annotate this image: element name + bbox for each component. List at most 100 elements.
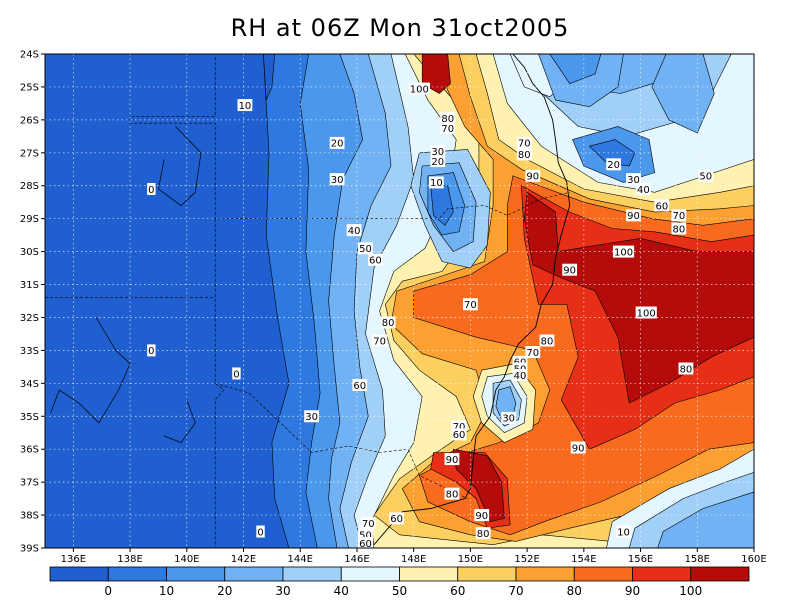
lat-tick-label: 34S <box>20 379 39 390</box>
rh-contour-band <box>430 185 454 226</box>
contour-label-bg <box>525 346 541 359</box>
contour-label: 60 <box>389 512 405 525</box>
contour-label-bg <box>329 173 345 186</box>
lon-tick-label: 154E <box>571 554 596 565</box>
contour-label-text: 30 <box>627 175 640 186</box>
contour-label-text: 40 <box>514 371 527 382</box>
colorbar-label: 40 <box>334 584 349 598</box>
contour-label: 90 <box>570 441 586 454</box>
contour-label: 90 <box>474 509 490 522</box>
lat-tick-label: 31S <box>20 280 39 291</box>
lat-tick-label: 25S <box>20 82 39 93</box>
colorbar-swatch <box>573 566 633 582</box>
contour-label-bg <box>444 487 460 500</box>
contour-label-bg <box>346 224 362 237</box>
colorbar-swatch <box>340 566 400 582</box>
contour-label-text: 70 <box>362 519 375 530</box>
contour-label-text: 70 <box>464 300 477 311</box>
state-border <box>129 57 216 219</box>
contour-label: 50 <box>358 242 373 255</box>
contour-label-text: 30 <box>305 412 318 423</box>
contour-label-bg <box>635 183 651 196</box>
lat-tick-label: 38S <box>20 511 39 522</box>
lon-tick-label: 152E <box>514 554 539 565</box>
contour-label: 30 <box>626 173 641 186</box>
contour-label-bg <box>352 378 368 391</box>
contour-label-bg <box>372 334 388 347</box>
rh-contour-band <box>523 191 754 404</box>
lon-tick-label: 138E <box>117 554 142 565</box>
contour-label-text: 90 <box>475 511 488 522</box>
lat-tick-label: 26S <box>20 115 39 126</box>
contour-label-bg <box>329 136 345 149</box>
contour-label-bg <box>408 82 430 95</box>
colorbar-label: 50 <box>392 584 407 598</box>
contour-label: 60 <box>451 428 467 441</box>
contour-label-text: 60 <box>369 256 382 267</box>
contour-label-text: 60 <box>359 539 372 550</box>
lat-tick-label: 28S <box>20 181 39 192</box>
lon-tick-label: 156E <box>628 554 653 565</box>
contour-label-bg <box>626 209 641 222</box>
contour-label: 0 <box>147 344 156 357</box>
colorbar-swatch <box>282 566 342 582</box>
contour-label: 80 <box>678 362 694 375</box>
lat-tick-label: 39S <box>20 544 39 555</box>
lat-tick-label: 30S <box>20 247 39 258</box>
contour-label-bg <box>475 527 491 540</box>
contour-label: 70 <box>671 209 687 222</box>
contour-label-bg <box>360 517 376 530</box>
contour-label-text: 90 <box>572 443 585 454</box>
lon-tick-label: 136E <box>61 554 86 565</box>
contour-label-bg <box>463 298 478 311</box>
contour-label-text: 40 <box>637 185 650 196</box>
contour-label: 0 <box>147 183 156 196</box>
contour-label: 30 <box>501 411 517 425</box>
inland-water-outline <box>163 399 196 444</box>
contour-label: 80 <box>440 112 456 125</box>
contour-label-bg <box>698 169 714 182</box>
contour-label-text: 70 <box>518 139 531 150</box>
contour-label: 70 <box>440 122 456 135</box>
contour-label-bg <box>654 199 670 212</box>
contour-label-bg <box>612 245 635 258</box>
contour-label-bg <box>671 222 687 235</box>
contour-label-bg <box>304 410 319 423</box>
contour-label: 10 <box>428 176 444 189</box>
contour-label: 10 <box>237 99 253 112</box>
contour-label: 80 <box>671 222 687 235</box>
contour-label-text: 80 <box>518 150 531 161</box>
contour-label: 90 <box>562 263 578 277</box>
contour-label-bg <box>512 369 528 382</box>
rh-contour-band <box>657 491 754 548</box>
contour-label: 60 <box>358 537 373 550</box>
colorbar-swatch <box>690 566 750 582</box>
colorbar-label: 80 <box>567 584 582 598</box>
rh-contour-band <box>651 54 715 134</box>
contour-label-text: 90 <box>627 211 640 222</box>
contour-label-text: 30 <box>502 414 515 425</box>
colorbar-label: 70 <box>508 584 523 598</box>
lon-tick-label: 148E <box>401 554 426 565</box>
contour-label: 70 <box>360 517 376 530</box>
lon-tick-label: 144E <box>288 554 313 565</box>
contour-label-bg <box>232 367 241 380</box>
rh-contour-band <box>263 54 276 101</box>
contour-label-text: 100 <box>637 308 656 319</box>
contour-label-bg <box>430 155 446 168</box>
contour-label-text: 0 <box>257 527 263 538</box>
coastline <box>45 54 571 548</box>
lat-tick-label: 37S <box>20 478 39 489</box>
lon-tick-label: 150E <box>458 554 483 565</box>
contour-label-text: 40 <box>348 226 361 237</box>
contour-label: 30 <box>304 410 319 423</box>
contour-label-text: 100 <box>614 247 633 258</box>
contour-label: 0 <box>256 525 265 538</box>
colorbar: 0 10 20 30 40 50 60 70 80 90 100 <box>49 566 750 598</box>
contour-label-text: 80 <box>382 318 395 329</box>
contour-label-text: 80 <box>441 114 454 125</box>
contour-label: 70 <box>463 298 478 311</box>
contour-label-text: 80 <box>477 529 490 540</box>
rh-contour-band <box>453 448 505 523</box>
